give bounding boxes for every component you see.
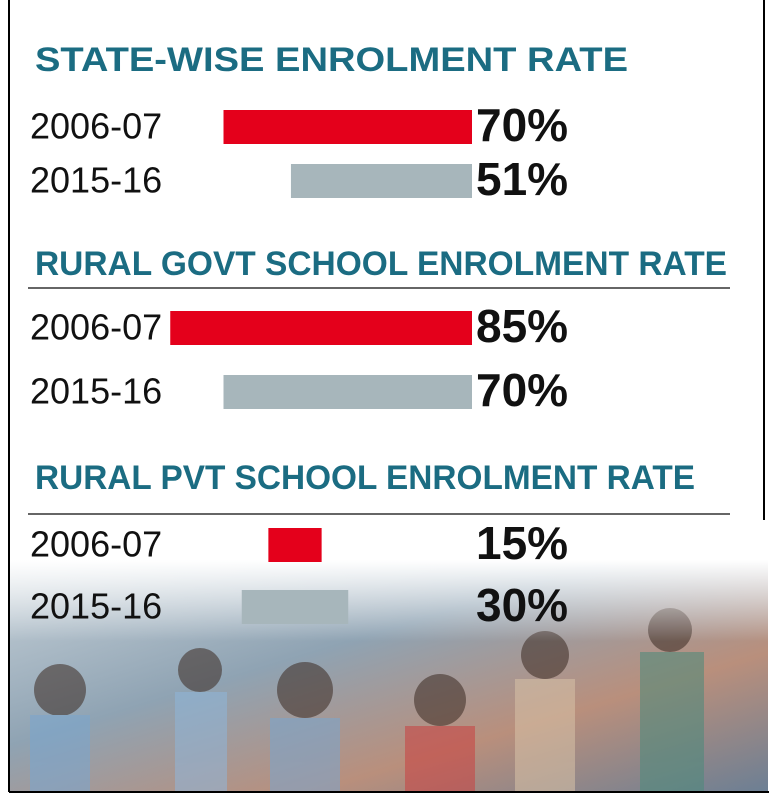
value-label: 70% xyxy=(476,99,568,151)
bar xyxy=(223,375,472,409)
chart-title: RURAL PVT SCHOOL ENROLMENT RATE xyxy=(35,459,695,497)
category-label: 2006-07 xyxy=(30,524,162,565)
value-label: 70% xyxy=(476,364,568,416)
chart-title: RURAL GOVT SCHOOL ENROLMENT RATE xyxy=(35,245,727,283)
value-label: 51% xyxy=(476,153,568,205)
category-label: 2006-07 xyxy=(30,307,162,348)
category-label: 2015-16 xyxy=(30,371,162,412)
bar xyxy=(170,311,472,345)
category-label: 2006-07 xyxy=(30,106,162,147)
category-label: 2015-16 xyxy=(30,160,162,201)
bar xyxy=(223,110,472,144)
bar xyxy=(241,590,349,624)
chart-title: STATE-WISE ENROLMENT RATE xyxy=(35,41,628,79)
value-label: 30% xyxy=(476,579,568,631)
bar xyxy=(290,164,472,198)
value-label: 85% xyxy=(476,300,568,352)
value-label: 15% xyxy=(476,517,568,569)
bar xyxy=(268,528,322,562)
category-label: 2015-16 xyxy=(30,586,162,627)
photo-fade xyxy=(8,560,768,792)
